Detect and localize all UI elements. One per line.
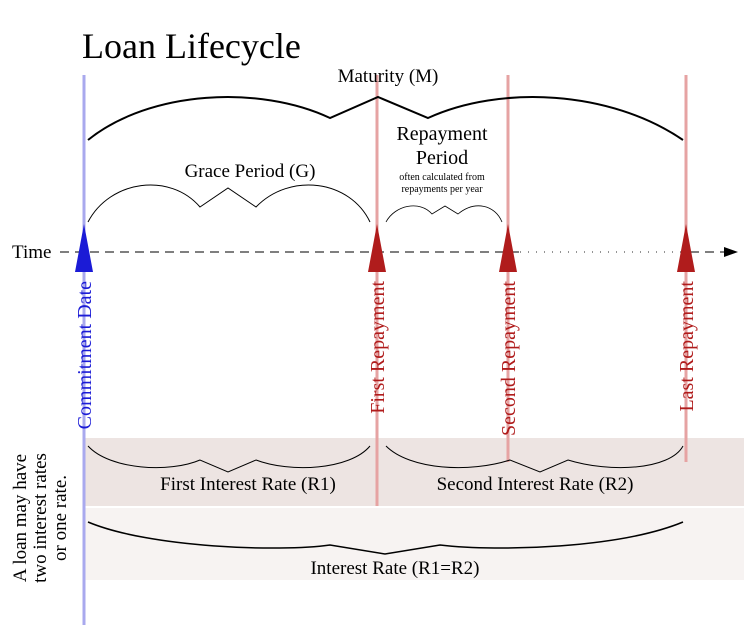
two-rates-band [84,438,744,506]
grace-brace [87,184,371,223]
first-interest-rate-label: First Interest Rate (R1) [160,474,336,495]
single-rate-brace [87,521,684,555]
repayment-brace [385,205,503,223]
second-interest-rate-label: Second Interest Rate (R2) [437,474,634,495]
second-repayment-marker-icon [499,224,517,272]
commitment-marker-icon [75,224,93,272]
side-note-line2: two interest rates [30,453,51,583]
second-rate-brace [385,445,684,473]
first-repayment-marker-icon [368,224,386,272]
commitment-date-label: Commitment Date [74,281,96,429]
grace-period-label: Grace Period (G) [185,161,316,182]
side-note-line1: A loan may have [10,454,31,582]
maturity-brace [87,95,684,141]
last-repayment-label: Last Repayment [676,281,698,412]
last-repayment-marker-icon [677,224,695,272]
time-axis-label: Time [12,242,51,263]
repayment-note-line1: often calculated from [399,172,485,183]
second-repayment-label: Second Repayment [498,281,520,436]
repayment-period-label-line2: Period [416,147,468,169]
first-repayment-label: First Repayment [367,281,389,414]
side-note-line3: or one rate. [50,475,71,561]
repayment-period-label-line1: Repayment [396,123,488,145]
maturity-label: Maturity (M) [338,66,439,87]
single-interest-rate-label: Interest Rate (R1=R2) [310,558,479,579]
first-rate-brace [87,445,371,473]
time-axis-arrowhead [724,247,738,257]
repayment-note-line2: repayments per year [401,184,483,195]
page-title: Loan Lifecycle [82,26,301,66]
